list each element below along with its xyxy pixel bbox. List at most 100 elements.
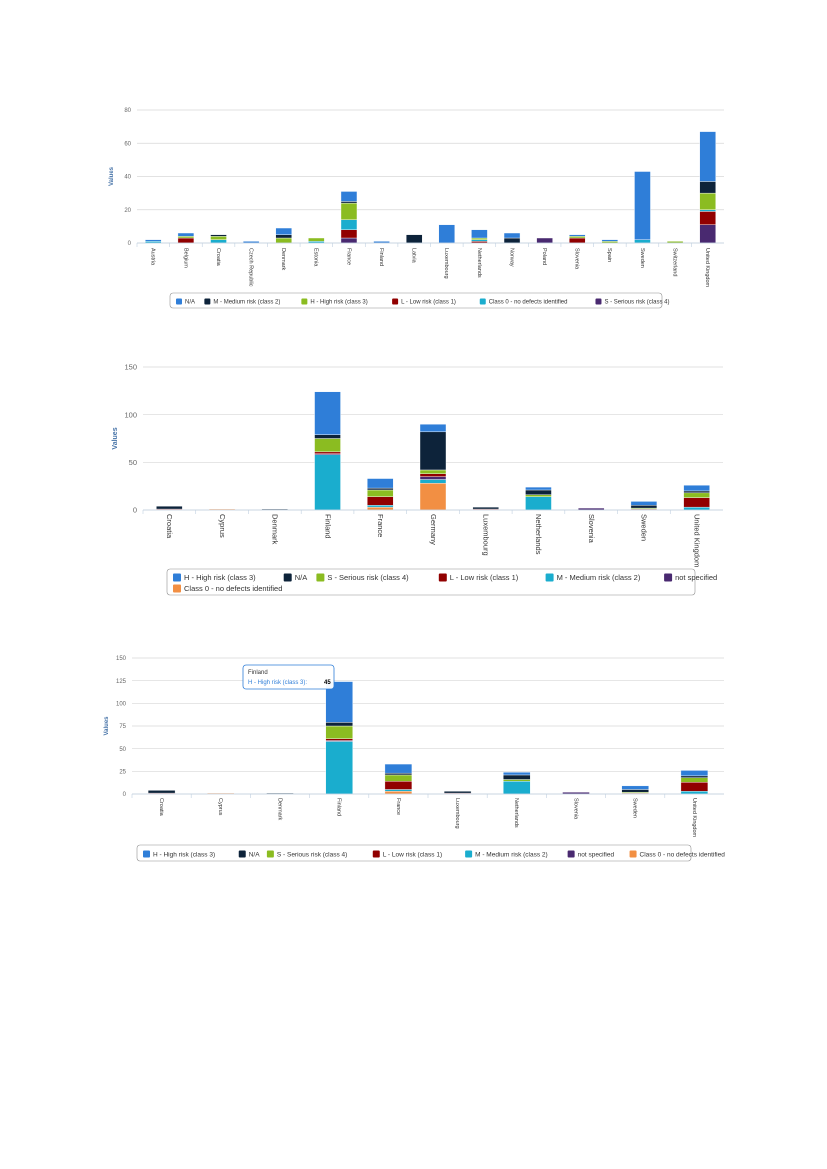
bar-segment[interactable]: [210, 239, 227, 244]
bar-segment[interactable]: [621, 785, 649, 790]
bar-segment[interactable]: [471, 237, 488, 240]
bar-segment[interactable]: [634, 171, 651, 240]
bar-segment[interactable]: [503, 774, 531, 780]
legend-item[interactable]: M - Medium risk (class 2): [204, 298, 280, 306]
bar-segment[interactable]: [621, 789, 649, 793]
bar-segment[interactable]: [325, 722, 353, 727]
bar-segment[interactable]: [699, 181, 716, 194]
bar-segment[interactable]: [340, 202, 358, 220]
bar-segment[interactable]: [147, 790, 176, 794]
bar-segment[interactable]: [340, 237, 358, 244]
bar-segment[interactable]: [471, 239, 488, 242]
legend-item[interactable]: L - Low risk (class 1): [392, 298, 456, 306]
bar-segment[interactable]: [525, 489, 552, 495]
bar-segment[interactable]: [314, 438, 341, 453]
legend-item[interactable]: S - Serious risk (class 4): [316, 573, 409, 582]
legend-item[interactable]: Class 0 - no defects identified: [479, 298, 568, 306]
bar-segment[interactable]: [699, 224, 716, 244]
bar-segment[interactable]: [384, 774, 413, 782]
bar-segment[interactable]: [419, 424, 447, 433]
bar-segment[interactable]: [569, 236, 586, 239]
legend-item[interactable]: S - Serious risk (class 4): [595, 298, 669, 306]
bar-segment[interactable]: [384, 772, 413, 776]
bar-segment[interactable]: [419, 431, 447, 471]
legend-item[interactable]: L - Low risk (class 1): [438, 573, 519, 582]
bar-segment[interactable]: [683, 492, 710, 498]
bar-segment[interactable]: [699, 211, 716, 225]
bar-segment[interactable]: [525, 496, 552, 511]
bar-segment[interactable]: [683, 497, 710, 508]
bar-segment[interactable]: [438, 224, 456, 244]
legend-item[interactable]: not specified: [567, 850, 615, 859]
bar-segment[interactable]: [419, 483, 447, 511]
bar-segment[interactable]: [275, 227, 292, 235]
bar-segment[interactable]: [699, 192, 716, 210]
legend-item[interactable]: not specified: [664, 573, 717, 582]
bar-segment[interactable]: [569, 237, 586, 244]
bar-segment[interactable]: [367, 505, 394, 508]
bar-segment[interactable]: [503, 781, 531, 795]
legend-item[interactable]: Class 0 - no defects identified: [629, 850, 726, 859]
bar-segment[interactable]: [503, 237, 521, 244]
bar-segment[interactable]: [419, 473, 447, 477]
bar-segment[interactable]: [325, 725, 353, 739]
bar-segment[interactable]: [314, 434, 341, 439]
legend-item[interactable]: M - Medium risk (class 2): [465, 850, 548, 859]
bar-segment[interactable]: [634, 239, 651, 244]
bar-segment[interactable]: [680, 782, 709, 792]
bar-segment[interactable]: [308, 237, 325, 242]
bar-segment[interactable]: [525, 486, 552, 491]
bar-segment[interactable]: [503, 779, 531, 782]
bar-segment[interactable]: [210, 234, 227, 237]
bar-segment[interactable]: [384, 763, 413, 774]
bar-segment[interactable]: [145, 239, 162, 242]
bar-segment[interactable]: [384, 789, 413, 792]
bar-segment[interactable]: [680, 791, 709, 795]
bar-segment[interactable]: [419, 476, 447, 480]
bar-segment[interactable]: [367, 487, 394, 491]
bar-segment[interactable]: [314, 454, 341, 511]
legend-item[interactable]: L - Low risk (class 1): [372, 850, 442, 859]
bar-segment[interactable]: [503, 772, 531, 776]
bar-segment[interactable]: [314, 451, 341, 454]
bar-segment[interactable]: [177, 236, 195, 239]
bar-segment[interactable]: [340, 191, 358, 202]
bar-segment[interactable]: [699, 131, 716, 182]
legend-item[interactable]: H - High risk (class 3): [143, 850, 215, 859]
bar-segment[interactable]: [536, 237, 553, 244]
bar-segment[interactable]: [156, 505, 183, 510]
bar-segment[interactable]: [177, 232, 195, 237]
bar-segment[interactable]: [601, 239, 619, 242]
legend-item[interactable]: H - High risk (class 3): [173, 573, 256, 582]
bar-segment[interactable]: [325, 741, 353, 795]
bar-segment[interactable]: [340, 229, 358, 239]
bar-segment[interactable]: [525, 494, 552, 497]
bar-segment[interactable]: [699, 209, 716, 212]
bar-segment[interactable]: [443, 791, 472, 794]
bar-segment[interactable]: [405, 234, 423, 244]
bar-segment[interactable]: [419, 479, 447, 484]
bar-segment[interactable]: [680, 775, 709, 778]
legend-item[interactable]: N/A: [283, 573, 308, 582]
bar-segment[interactable]: [680, 777, 709, 783]
legend-item[interactable]: M - Medium risk (class 2): [545, 573, 641, 582]
bar-segment[interactable]: [367, 489, 394, 497]
bar-segment[interactable]: [419, 469, 447, 474]
bar-segment[interactable]: [275, 234, 292, 239]
bar-segment[interactable]: [325, 738, 353, 741]
bar-segment[interactable]: [367, 496, 394, 506]
legend-item[interactable]: S - Serious risk (class 4): [266, 850, 347, 859]
legend-item[interactable]: H - High risk (class 3): [301, 298, 368, 306]
bar-segment[interactable]: [683, 506, 710, 511]
legend-item[interactable]: N/A: [238, 850, 260, 859]
legend-item[interactable]: Class 0 - no defects identified: [173, 584, 282, 593]
bar-segment[interactable]: [683, 490, 710, 494]
bar-segment[interactable]: [210, 236, 227, 240]
bar-segment[interactable]: [683, 485, 710, 492]
bar-segment[interactable]: [630, 505, 658, 509]
bar-segment[interactable]: [275, 237, 292, 244]
bar-segment[interactable]: [384, 791, 413, 795]
bar-segment[interactable]: [367, 478, 394, 489]
bar-segment[interactable]: [471, 229, 488, 239]
bar-segment[interactable]: [340, 201, 358, 204]
